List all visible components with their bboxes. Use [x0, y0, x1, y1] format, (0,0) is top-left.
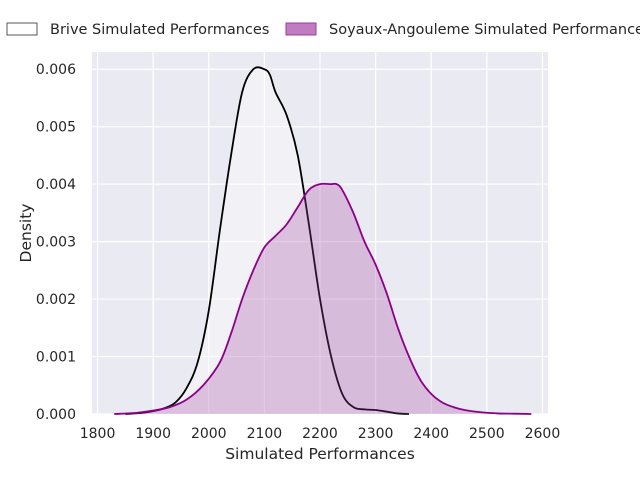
legend: Brive Simulated Performances Soyaux-Ango…: [6, 22, 640, 38]
y-tick-label: 0.003: [36, 235, 76, 251]
x-tick-label: 1800: [80, 426, 116, 442]
x-axis-label: Simulated Performances: [225, 445, 415, 463]
x-tick-label: 2500: [469, 426, 505, 442]
legend-swatch-soyaux: [285, 22, 317, 36]
soyaux-density-fill: [114, 183, 532, 414]
x-tick-label: 2100: [247, 426, 283, 442]
y-tick-label: 0.004: [36, 177, 76, 193]
x-axis-ticks: 1800 1900 2000 2100 2200 2300 2400 2500 2600: [80, 426, 561, 442]
x-tick-label: 2000: [191, 426, 227, 442]
brive-density-fill: [125, 67, 409, 415]
y-tick-label: 0.001: [36, 350, 76, 366]
x-tick-label: 2400: [413, 426, 449, 442]
x-tick-label: 2300: [358, 426, 394, 442]
y-tick-label: 0.002: [36, 292, 76, 308]
y-tick-label: 0.005: [36, 120, 76, 136]
y-tick-label: 0.006: [36, 62, 76, 78]
brive-density-line: [125, 66, 410, 415]
legend-label-soyaux: Soyaux-Angouleme Simulated Performances: [329, 22, 640, 38]
x-tick-label: 2600: [525, 426, 561, 442]
series-layer: [114, 66, 532, 415]
y-axis-label: Density: [17, 204, 35, 263]
x-tick-label: 2200: [302, 426, 338, 442]
legend-label-brive: Brive Simulated Performances: [50, 22, 269, 38]
y-tick-label: 0.000: [36, 407, 76, 423]
y-axis-ticks: 0.000 0.001 0.002 0.003 0.004 0.005 0.006: [36, 62, 76, 423]
legend-swatch-brive: [6, 22, 38, 36]
x-tick-label: 1900: [135, 426, 171, 442]
soyaux-density-line: [114, 182, 532, 415]
